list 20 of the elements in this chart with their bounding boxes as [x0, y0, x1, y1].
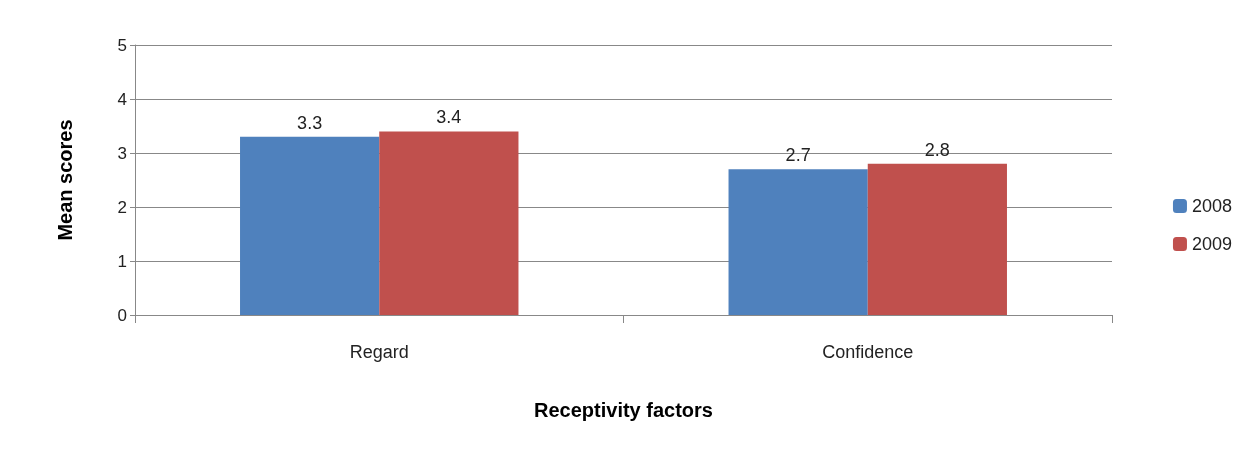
- y-tick-label: 1: [117, 251, 127, 271]
- y-tick-label: 5: [117, 35, 127, 55]
- y-tick-label: 0: [117, 305, 127, 325]
- bar: [379, 131, 519, 315]
- x-tick-label: Regard: [349, 342, 409, 362]
- x-axis-title: Receptivity factors: [534, 399, 713, 421]
- y-tick-label: 2: [117, 197, 127, 217]
- data-label: 3.3: [297, 112, 323, 133]
- legend-label: 2008: [1191, 196, 1232, 216]
- data-label: 2.7: [785, 145, 811, 166]
- y-tick-label: 4: [117, 89, 127, 109]
- data-label: 2.8: [924, 139, 950, 160]
- bar: [867, 163, 1007, 315]
- bar: [728, 169, 868, 315]
- y-tick-label: 3: [117, 143, 127, 163]
- bar: [240, 136, 380, 315]
- y-axis-title: Mean scores: [54, 119, 76, 241]
- x-tick-label: Confidence: [822, 342, 914, 362]
- data-label: 3.4: [436, 107, 462, 128]
- legend-label: 2009: [1191, 234, 1232, 254]
